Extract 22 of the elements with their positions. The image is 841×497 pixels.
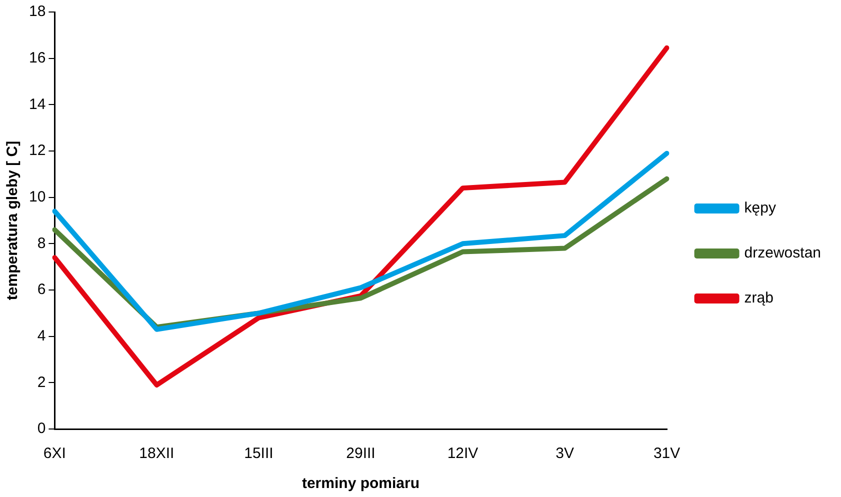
x-tick-label: 15III [244,445,274,462]
y-tick-label: 14 [28,96,46,113]
x-tick-label: 31V [653,445,680,462]
y-tick-label: 12 [28,142,46,160]
y-tick-label: 18 [28,3,46,20]
y-tick-label: 6 [37,281,46,298]
x-tick-label: 12IV [447,445,478,462]
y-tick-label: 0 [37,420,46,438]
x-axis-title: terminy pomiaru [302,475,420,492]
y-axis-title: temperatura gleby [ C] [4,140,22,300]
y-tick-label: 8 [37,234,46,252]
y-tick-label: 2 [37,374,46,391]
y-tick-label: 16 [28,49,46,66]
legend-label: zrąb [744,290,774,307]
y-tick-label: 10 [28,188,46,206]
x-tick-label: 3V [556,445,574,462]
legend-label: drzewostan [744,244,822,262]
legend-label: kępy [744,200,776,217]
x-tick-label: 18XII [139,445,174,462]
x-tick-label: 6XI [43,445,66,462]
y-tick-label: 4 [37,327,46,344]
x-tick-label: 29III [346,445,376,462]
